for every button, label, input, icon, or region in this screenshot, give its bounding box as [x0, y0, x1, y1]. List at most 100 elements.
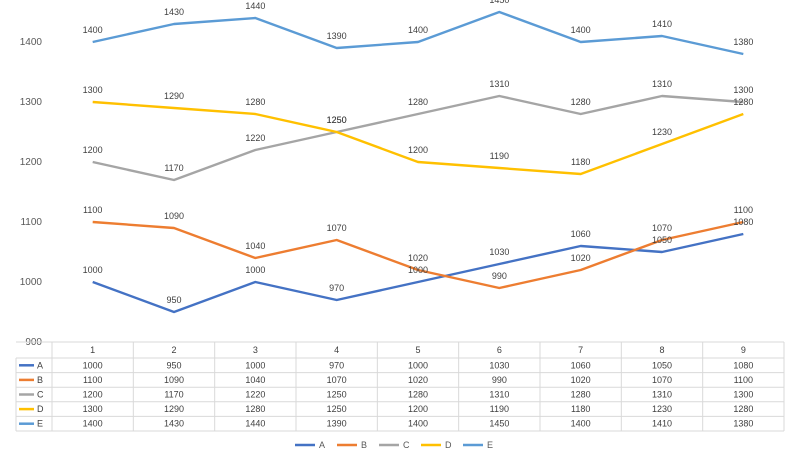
table-cell-A-8: 1050	[652, 360, 672, 370]
data-label-D-2: 1290	[164, 91, 184, 101]
data-label-D-8: 1230	[652, 127, 672, 137]
data-label-E-9: 1380	[733, 37, 753, 47]
data-label-C-7: 1280	[571, 97, 591, 107]
data-label-C-4: 1250	[327, 115, 347, 125]
data-label-B-4: 1070	[327, 223, 347, 233]
data-label-A-5: 1000	[408, 265, 428, 275]
table-cell-E-2: 1430	[164, 419, 184, 429]
x-tick-label-7: 7	[578, 345, 583, 355]
data-label-D-5: 1200	[408, 145, 428, 155]
table-cell-C-1: 1200	[83, 390, 103, 400]
table-cell-C-2: 1170	[164, 390, 183, 400]
data-label-A-1: 1000	[83, 265, 103, 275]
data-label-A-6: 1030	[489, 247, 509, 257]
table-cell-C-8: 1310	[652, 390, 672, 400]
table-cell-E-8: 1410	[652, 419, 672, 429]
table-cell-E-9: 1380	[733, 419, 753, 429]
data-table: 1 2 3 4 5 6 7 8 9 A 1000 950 1000 970 1000 1030 1060 1050…	[15, 341, 785, 432]
table-cell-B-2: 1090	[164, 375, 184, 385]
data-label-B-7: 1020	[571, 253, 591, 263]
data-label-C-9: 1300	[733, 85, 753, 95]
table-cell-D-3: 1280	[245, 404, 265, 414]
table-cell-E-4: 1390	[327, 419, 347, 429]
data-label-E-2: 1430	[164, 7, 184, 17]
table-cell-D-1: 1300	[83, 404, 103, 414]
data-label-C-1: 1200	[83, 145, 103, 155]
x-tick-label-5: 5	[415, 345, 420, 355]
table-cell-B-9: 1100	[734, 375, 753, 385]
data-label-E-8: 1410	[652, 19, 672, 29]
data-label-D-1: 1300	[83, 85, 103, 95]
table-cell-E-5: 1400	[408, 419, 428, 429]
data-label-A-7: 1060	[571, 229, 591, 239]
table-series-label-C: C	[37, 390, 44, 400]
table-cell-D-9: 1280	[733, 404, 753, 414]
table-series-label-A: A	[37, 360, 43, 370]
x-tick-label-9: 9	[741, 345, 746, 355]
data-label-E-7: 1400	[571, 25, 591, 35]
table-series-label-D: D	[37, 404, 44, 414]
data-label-D-7: 1180	[571, 157, 590, 167]
table-cell-C-9: 1300	[733, 390, 753, 400]
data-label-D-3: 1280	[245, 97, 265, 107]
table-cell-A-4: 970	[329, 360, 344, 370]
x-tick-label-6: 6	[497, 345, 502, 355]
data-label-B-2: 1090	[164, 211, 184, 221]
y-tick-label-1100: 1100	[20, 217, 42, 228]
table-cell-C-7: 1280	[571, 390, 591, 400]
table-cell-E-7: 1400	[571, 419, 591, 429]
data-label-B-1: 1100	[83, 205, 102, 215]
table-series-label-B: B	[37, 375, 43, 385]
data-label-D-6: 1190	[490, 151, 509, 161]
table-cell-C-3: 1220	[245, 390, 265, 400]
x-tick-label-2: 2	[171, 345, 176, 355]
data-label-D-9: 1280	[733, 97, 753, 107]
x-tick-label-8: 8	[659, 345, 664, 355]
data-label-B-8: 1070	[652, 223, 672, 233]
table-cell-B-6: 990	[492, 375, 507, 385]
legend-label-B: B	[361, 440, 367, 450]
legend: A B C D E	[295, 440, 493, 450]
data-label-C-3: 1220	[245, 133, 265, 143]
data-label-E-6: 1450	[489, 0, 509, 5]
table-cell-C-6: 1310	[489, 390, 509, 400]
table-cell-A-2: 950	[166, 360, 181, 370]
table-cell-B-3: 1040	[245, 375, 265, 385]
series-lines	[92, 10, 744, 314]
data-label-A-2: 950	[166, 295, 181, 305]
data-label-C-2: 1170	[164, 163, 183, 173]
table-cell-D-8: 1230	[652, 404, 672, 414]
data-label-A-3: 1000	[245, 265, 265, 275]
legend-label-C: C	[403, 440, 410, 450]
y-tick-label-1000: 1000	[20, 277, 43, 288]
legend-label-E: E	[487, 440, 493, 450]
table-cell-C-5: 1280	[408, 390, 428, 400]
data-label-C-8: 1310	[652, 79, 672, 89]
y-tick-label-1300: 1300	[20, 97, 43, 108]
data-label-E-5: 1400	[408, 25, 428, 35]
y-tick-label-1200: 1200	[20, 157, 43, 168]
table-cell-D-2: 1290	[164, 404, 184, 414]
table-series-label-E: E	[37, 419, 43, 429]
data-labels: 1000 950 1000 970 1000 1030 1060 1050 1080 1100 10…	[83, 0, 754, 305]
data-label-E-1: 1400	[83, 25, 103, 35]
data-label-C-5: 1280	[408, 97, 428, 107]
data-label-B-3: 1040	[245, 241, 265, 251]
table-cell-D-4: 1250	[327, 404, 347, 414]
table-cell-D-7: 1180	[571, 404, 590, 414]
table-cell-E-1: 1400	[83, 419, 103, 429]
table-cell-B-8: 1070	[652, 375, 672, 385]
table-cell-A-6: 1030	[489, 360, 509, 370]
data-label-D-4: 1250	[327, 115, 347, 125]
data-label-B-5: 1020	[408, 253, 428, 263]
table-cell-A-3: 1000	[245, 360, 265, 370]
table-cell-A-5: 1000	[408, 360, 428, 370]
data-label-B-9: 1100	[734, 205, 753, 215]
table-cell-B-1: 1100	[83, 375, 102, 385]
data-label-A-4: 970	[329, 283, 344, 293]
data-label-A-8: 1050	[652, 235, 672, 245]
x-tick-label-4: 4	[334, 345, 339, 355]
table-cell-A-9: 1080	[733, 360, 753, 370]
